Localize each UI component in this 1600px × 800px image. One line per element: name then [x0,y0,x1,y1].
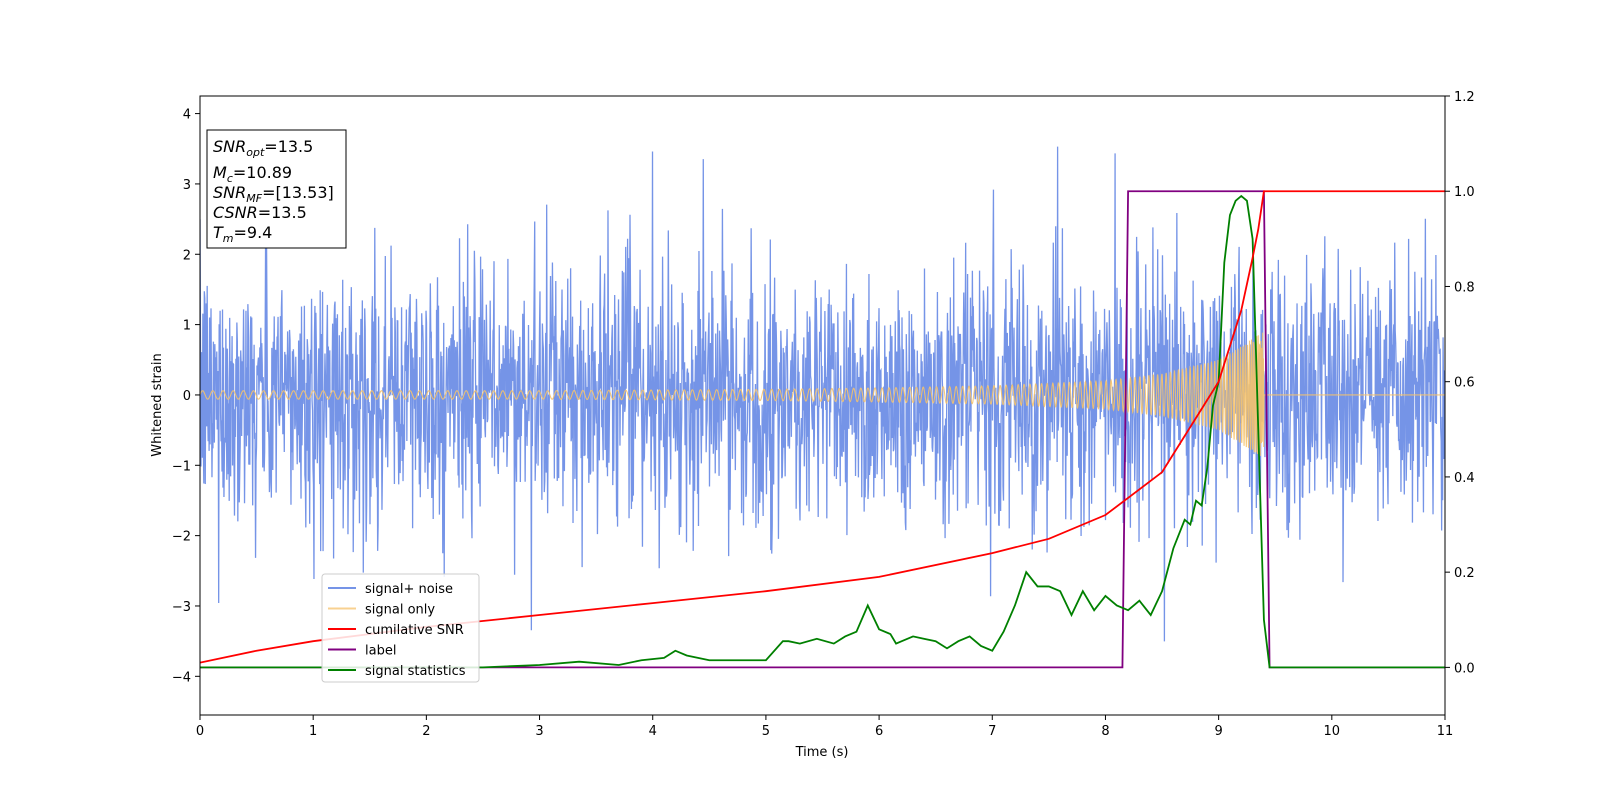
y-left-tick-label: 2 [183,248,191,263]
annotation-line: SNRMF=[13.53] [213,183,334,205]
legend-signal-only: signal only [328,603,435,618]
x-axis-label: Time (s) [795,745,849,760]
y-right-tick-label: 1.0 [1454,185,1475,200]
y-right-tick-label: 0.8 [1454,280,1475,295]
x-tick-label: 8 [1101,724,1109,739]
y-axis-right: 0.0 0.2 0.4 0.6 0.8 1.0 1.2 [1445,90,1475,676]
series-signal-statistics [200,194,1445,669]
x-tick-label: 7 [988,724,996,739]
svg-text:signal+ noise: signal+ noise [365,582,453,597]
svg-text:signal statistics: signal statistics [365,664,466,679]
x-tick-label: 6 [875,724,883,739]
legend-signal-noise: signal+ noise [328,582,453,597]
plot-frame [199,95,1446,716]
y-left-tick-label: −1 [172,459,191,474]
legend-label: label [328,644,396,659]
x-tick-label: 0 [196,724,204,739]
x-tick-label: 4 [649,724,657,739]
y-left-tick-label: 4 [183,108,191,123]
y-axis-label: Whitened strain [150,353,165,456]
y-right-tick-label: 1.2 [1454,90,1475,105]
x-tick-label: 10 [1324,724,1341,739]
y-left-tick-label: 0 [183,389,191,404]
y-right-tick-label: 0.0 [1454,661,1475,676]
annotation-line: CSNR=13.5 [213,203,307,222]
y-right-tick-label: 0.6 [1454,376,1475,391]
svg-text:cumilative SNR: cumilative SNR [365,623,464,638]
y-left-tick-label: −4 [172,670,191,685]
legend: signal+ noise signal only cumilative SNR la… [321,573,480,683]
x-tick-label: 2 [422,724,430,739]
annotation-line: Tm=9.4 [213,223,272,245]
annotation-line: SNRopt=13.5 [213,137,313,159]
y-left-tick-label: −2 [172,530,191,545]
y-right-tick-label: 0.2 [1454,566,1475,581]
series-layer [200,146,1445,669]
svg-text:label: label [365,644,396,659]
y-right-tick-label: 0.4 [1454,471,1475,486]
x-tick-label: 3 [535,724,543,739]
y-left-tick-label: 1 [183,319,191,334]
x-tick-label: 11 [1437,724,1454,739]
legend-signal-statistics: signal statistics [328,664,466,679]
x-axis: 0 1 2 3 4 5 6 7 8 9 10 11 [196,715,1453,739]
x-tick-label: 9 [1214,724,1222,739]
svg-text:signal only: signal only [365,603,435,618]
annotation-line: Mc=10.89 [213,163,292,185]
annotation-box: SNRopt=13.5 Mc=10.89SNRMF=[13.53]CSNR=13.… [206,129,347,249]
legend-cumulative-snr: cumilative SNR [328,623,464,638]
x-tick-label: 5 [762,724,770,739]
y-left-tick-label: 3 [183,178,191,193]
x-tick-label: 1 [309,724,317,739]
y-axis-left: −4 −3 −2 −1 0 1 2 3 4 [172,108,200,685]
y-left-tick-label: −3 [172,600,191,615]
series-signal-only [200,332,1445,456]
